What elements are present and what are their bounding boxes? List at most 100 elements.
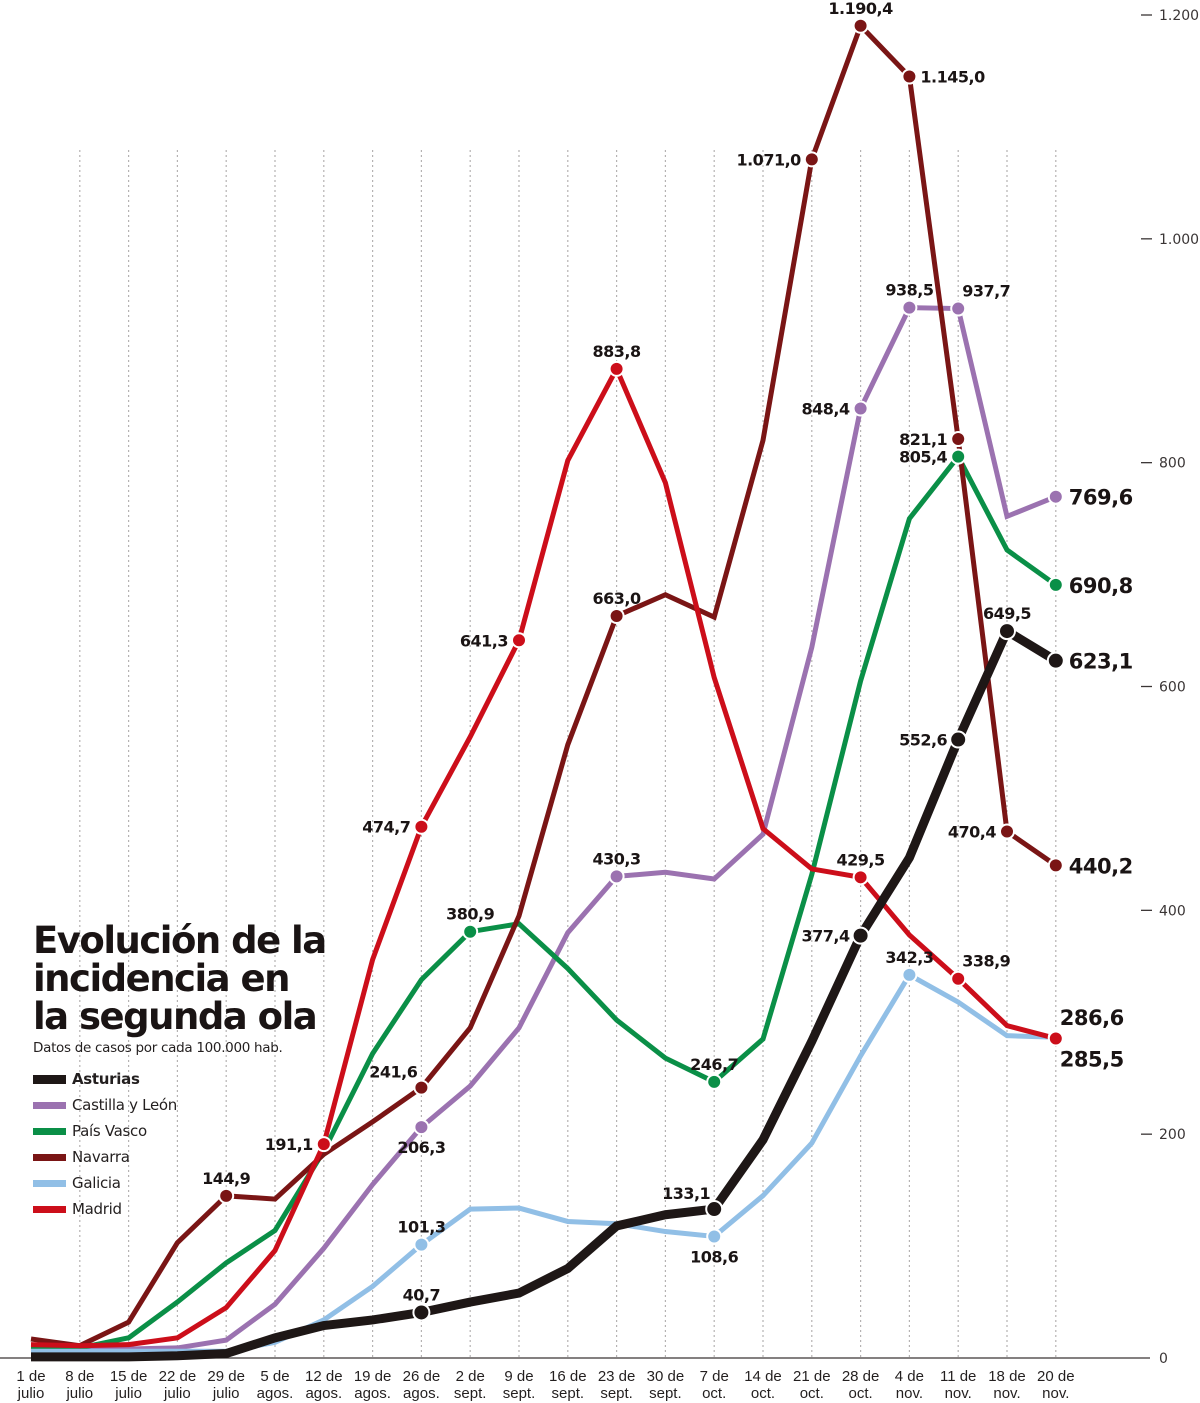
- data-point-marker: [412, 1303, 431, 1322]
- data-point-marker: [950, 970, 967, 987]
- x-tick-label: 2 de: [456, 1368, 485, 1385]
- data-label: 191,1: [265, 1135, 313, 1154]
- y-tick-label: 400: [1159, 903, 1186, 919]
- x-tick-label: julio: [65, 1385, 93, 1402]
- x-tick-label: 9 de: [504, 1368, 533, 1385]
- data-point-marker: [462, 923, 479, 940]
- y-tick-label: 200: [1159, 1127, 1186, 1143]
- legend-label: País Vasco: [72, 1122, 147, 1140]
- data-point-marker: [706, 1073, 723, 1090]
- data-point-marker: [608, 868, 625, 885]
- data-point-marker: [901, 68, 918, 85]
- data-label: 338,9: [962, 952, 1010, 971]
- data-point-marker: [1047, 857, 1064, 874]
- series-line-castilla-y-le-n: [30, 305, 1057, 1352]
- x-tick-label: 21 de: [793, 1368, 831, 1385]
- x-tick-label: sept.: [649, 1385, 682, 1402]
- data-labels: 206,3 430,3 848,4 938,5 937,7 769,6 380,9 246,7…: [202, 0, 1133, 1304]
- x-tick-label: nov.: [896, 1385, 923, 1402]
- data-label: 470,4: [948, 823, 996, 842]
- x-tick-label: sept.: [600, 1385, 633, 1402]
- x-tick-label: 7 de: [700, 1368, 729, 1385]
- x-tick-label: 4 de: [895, 1368, 924, 1385]
- data-point-marker: [901, 966, 918, 983]
- x-tick-label: oct.: [849, 1385, 873, 1402]
- x-tick-label: sept.: [503, 1385, 536, 1402]
- data-label: 342,3: [885, 948, 933, 967]
- data-label: 474,7: [362, 818, 410, 837]
- data-point-marker: [315, 1136, 332, 1153]
- legend-swatch: [33, 1179, 66, 1187]
- data-markers: [218, 17, 1065, 1322]
- data-label: 1.190,4: [828, 0, 893, 18]
- data-point-marker: [950, 448, 967, 465]
- x-tick-label: julio: [17, 1385, 45, 1402]
- data-point-marker: [1047, 1030, 1064, 1047]
- x-tick-label: 8 de: [65, 1368, 94, 1385]
- x-tick-label: 20 de: [1037, 1368, 1075, 1385]
- x-tick-label: 23 de: [598, 1368, 636, 1385]
- x-tick-label: nov.: [1042, 1385, 1069, 1402]
- data-label: 663,0: [593, 589, 641, 608]
- data-point-marker: [852, 869, 869, 886]
- data-label: 40,7: [403, 1285, 440, 1304]
- data-label: 938,5: [885, 281, 933, 300]
- data-point-marker: [999, 823, 1015, 840]
- legend-item-pais-vasco: País Vasco: [33, 1118, 333, 1144]
- data-point-marker: [803, 151, 820, 168]
- data-label: 641,3: [460, 631, 508, 650]
- x-tick-label: oct.: [800, 1385, 824, 1402]
- data-label: 690,8: [1069, 574, 1133, 598]
- data-label: 805,4: [899, 448, 947, 467]
- data-label: 649,5: [983, 604, 1031, 623]
- data-label: 429,5: [837, 850, 885, 869]
- data-point-marker: [608, 360, 625, 377]
- title-block: Evolución de la incidencia en la segunda…: [33, 922, 333, 1222]
- data-label: 769,6: [1069, 486, 1133, 510]
- series-line-pa-s-vasco: [30, 452, 1058, 1351]
- data-point-marker: [1046, 651, 1065, 670]
- chart-title: Evolución de la incidencia en la segunda…: [33, 919, 327, 1038]
- x-tick-label: 1 de: [16, 1368, 45, 1385]
- x-tick-label: 26 de: [403, 1368, 441, 1385]
- y-tick-label: 0: [1159, 1351, 1168, 1367]
- data-label: 552,6: [899, 731, 947, 750]
- x-tick-label: 12 de: [305, 1368, 343, 1385]
- legend-label: Galicia: [72, 1174, 121, 1192]
- data-label: 246,7: [690, 1055, 738, 1074]
- data-label: 623,1: [1069, 650, 1133, 674]
- legend: Asturias Castilla y León País Vasco Nava…: [33, 1066, 333, 1222]
- x-tick-label: julio: [163, 1385, 191, 1402]
- x-tick-label: oct.: [751, 1385, 775, 1402]
- data-label: 848,4: [801, 399, 849, 418]
- legend-swatch: [33, 1074, 66, 1084]
- data-label: 108,6: [690, 1247, 738, 1266]
- x-tick-label: julio: [114, 1385, 142, 1402]
- data-label: 883,8: [593, 342, 641, 361]
- legend-swatch: [33, 1101, 66, 1109]
- data-label: 430,3: [593, 849, 641, 868]
- x-tick-label: 14 de: [744, 1368, 782, 1385]
- data-label: 440,2: [1069, 854, 1133, 878]
- y-tick-label: 600: [1159, 680, 1186, 696]
- chart-subtitle: Datos de casos por cada 100.000 hab.: [33, 1040, 283, 1056]
- data-point-marker: [511, 632, 527, 649]
- data-point-marker: [706, 1228, 723, 1245]
- data-label: 133,1: [662, 1184, 710, 1203]
- data-point-marker: [413, 818, 430, 835]
- grid-lines: [79, 150, 1057, 1358]
- x-tick-label: 16 de: [549, 1368, 587, 1385]
- y-tick-label: 800: [1159, 456, 1186, 472]
- legend-swatch: [33, 1153, 66, 1161]
- data-point-marker: [949, 730, 968, 749]
- data-label: 1.071,0: [736, 150, 801, 169]
- x-tick-label: 5 de: [260, 1368, 289, 1385]
- x-tick-label: agos.: [403, 1385, 440, 1402]
- legend-swatch: [33, 1127, 66, 1135]
- x-tick-label: agos.: [305, 1385, 342, 1402]
- legend-label: Madrid: [72, 1200, 122, 1218]
- x-tick-label: agos.: [354, 1385, 391, 1402]
- x-tick-label: oct.: [702, 1385, 726, 1402]
